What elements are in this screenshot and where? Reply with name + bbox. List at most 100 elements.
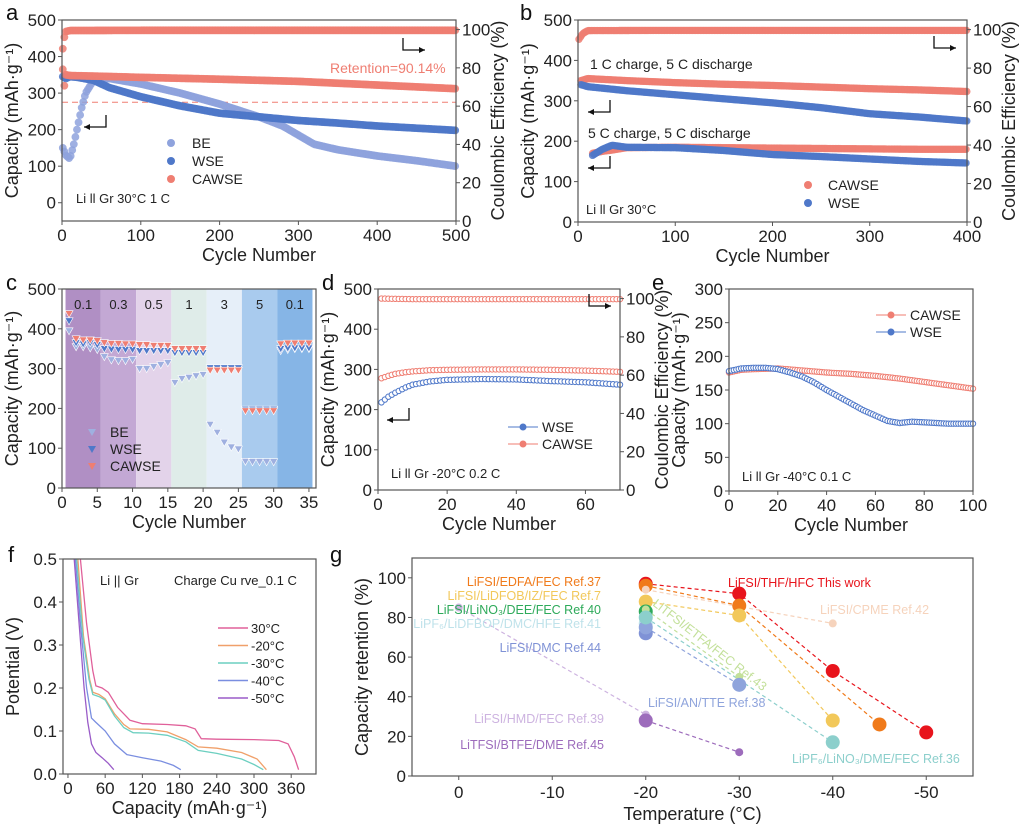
x-axis-label: Cycle Number [442,514,556,534]
y-tick-label: 250 [695,314,723,333]
x-tick-label: -40 [820,783,845,802]
y-axis-label: Capacity (mAh·g⁻¹) [318,312,338,468]
y-tick-label: 400 [28,48,56,67]
panel-letter: f [8,542,15,567]
panel-letter: g [330,542,342,567]
y-tick-label: 300 [28,84,56,103]
condition-annotation: Li ll Gr -20°C 0.2 C [391,466,500,481]
y-axis-label: Capacity (mAh·g⁻¹) [2,311,22,467]
x-tick-label: 40 [817,496,836,515]
y-tick-label: 0.5 [33,550,57,569]
x-tick-label: 200 [205,226,233,245]
y-tick-label: 100 [344,441,372,460]
x-tick-label: 240 [203,779,231,798]
y-tick-label: 0.3 [33,636,57,655]
x-tick-label: 300 [284,226,312,245]
x-tick-label: 60 [866,496,885,515]
data-point-be [73,125,81,134]
right-axis-arrow [402,38,425,51]
curve--30c [75,558,264,771]
y-tick-label: 200 [344,401,372,420]
panel-letter: e [652,270,664,295]
data-point-be [74,118,83,127]
legend-label: CAWSE [542,436,593,452]
label-1c-5c: 1 C charge, 5 C discharge [590,56,753,72]
y-tick-label: 50 [704,448,723,467]
rate-band-label: 0.1 [74,297,92,312]
data-point-be [69,140,78,149]
curve--20c [77,558,267,771]
x-tick-label: 0 [63,779,72,798]
y-tick-label: 60 [387,648,406,667]
y-axis-label: Capacity (mAh·g⁻¹) [669,312,689,468]
legend-label: -50°C [251,691,284,706]
y-tick-label: 400 [344,320,372,339]
y2-tick-label: 20 [973,175,992,194]
x-tick-label: 20 [194,493,213,512]
series-label: LiFSI/LiDFOB/IZ/FEC Ref.7 [447,589,601,603]
series-label: LiFSI/DMC Ref.44 [500,641,601,655]
legend-marker [804,199,812,207]
right-axis-arrow-head [605,303,611,309]
y2-tick-label: 40 [626,404,645,423]
rate-band-label: 0.5 [145,297,163,312]
panel-letter: b [520,0,532,25]
rate-band-label: 5 [256,297,263,312]
y-tick-label: 150 [695,381,723,400]
legend-marker [167,139,175,147]
series-label: LiFSI/LiNO₃/DEE/FEC Ref.40 [437,603,601,617]
y-axis-label: Capacity (mAh·g⁻¹) [2,43,22,199]
legend-marker [519,423,527,431]
y-tick-label: 0.2 [33,679,57,698]
legend-label: WSE [910,324,942,340]
x-tick-label: 0 [373,495,382,514]
data-point [732,608,747,623]
legend-label: WSE [192,153,224,169]
x-tick-label: 35 [299,493,318,512]
y-tick-label: 200 [544,132,572,151]
legend-marker [519,440,527,448]
x-tick-label: 0 [57,493,66,512]
x-tick-label: -20 [633,783,658,802]
data-point-wse-5c-5c [962,159,970,167]
y2-tick-label: 20 [626,443,645,462]
y2-tick-label: 20 [462,174,481,193]
legend-label: CAWSE [192,171,243,187]
x-tick-label: 500 [442,226,470,245]
x-tick-label: 0 [724,496,733,515]
y2-tick-label: 80 [626,328,645,347]
right-axis-arrow-head [419,47,425,53]
legend-label: CAWSE [110,458,161,474]
x-tick-label: 60 [576,495,595,514]
data-point [919,725,934,740]
series-label: LiFSI/EDFA/FEC Ref.37 [467,575,601,589]
rate-band-label: 0.3 [109,297,127,312]
data-point-wse [451,126,460,135]
y2-tick-label: 40 [462,135,481,154]
rate-band [277,289,313,488]
panel-letter: d [322,270,334,295]
legend-label: -30°C [251,656,284,671]
y-tick-label: 0 [714,482,723,501]
x-tick-label: 200 [758,227,786,246]
y-tick-label: 500 [344,280,372,299]
x-axis-label: Capacity (mAh·g⁻¹) [112,798,268,818]
x-tick-label: 80 [915,496,934,515]
legend-label: 30°C [251,621,280,636]
legend-label: WSE [828,195,860,211]
y-tick-label: 200 [695,347,723,366]
y-tick-label: 300 [28,360,56,379]
data-point-be [71,133,80,141]
y-tick-label: 500 [28,280,56,299]
panel-g: g 0 -10 -20 -30 -40 -50 0 20 40 60 80 100 Temperature… [330,542,974,824]
x-tick-label: 5 [93,493,102,512]
y2-tick-label: 0 [462,212,471,231]
y2-tick-label: 0 [626,481,635,500]
data-point [641,585,650,594]
x-tick-label: -50 [914,783,939,802]
x-tick-label: 60 [96,779,115,798]
y-tick-label: 100 [378,569,406,588]
x-axis-label: Cycle Number [794,515,908,535]
